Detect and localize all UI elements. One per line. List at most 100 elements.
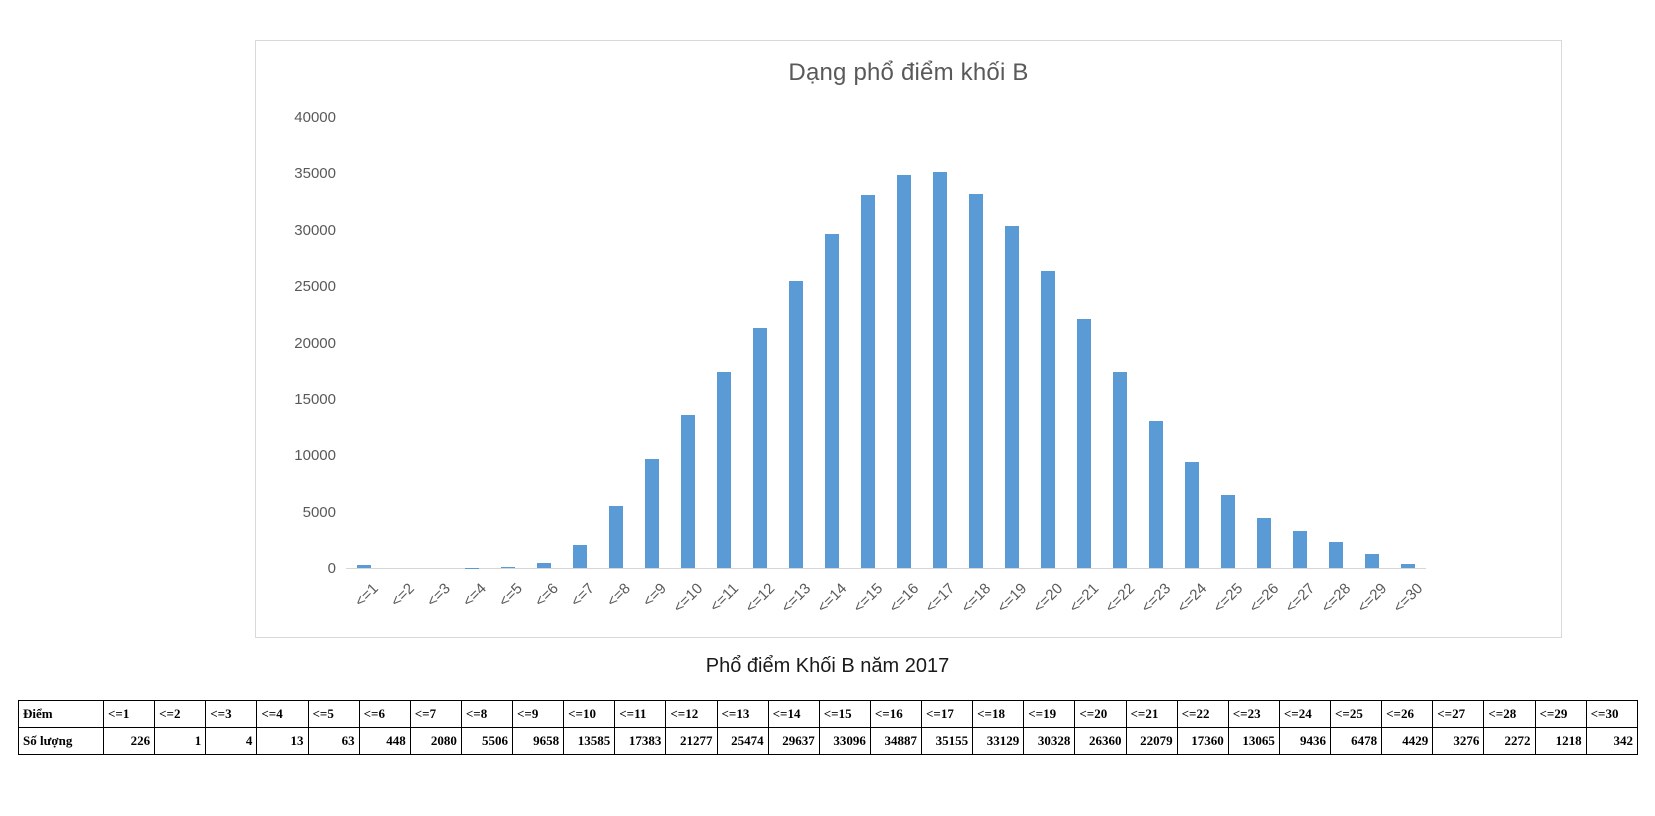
table-cell-score: <=26	[1381, 700, 1434, 728]
table-cell-score: <=14	[767, 700, 820, 728]
x-axis-label: <=9	[639, 580, 671, 611]
bar	[717, 372, 731, 568]
table-cell-count: 34887	[869, 727, 923, 755]
table-cell-score: <=2	[154, 700, 207, 728]
x-axis-label: <=19	[993, 580, 1031, 617]
y-axis-tick-label: 20000	[294, 334, 336, 352]
table-cell-count: 9436	[1278, 727, 1332, 755]
table-cell-count: 5506	[460, 727, 514, 755]
table-cell-score: <=19	[1023, 700, 1076, 728]
x-axis-label: <=14	[813, 580, 851, 617]
bar	[537, 562, 551, 568]
table-cell-score: <=24	[1278, 700, 1332, 728]
table-cell-score: <=22	[1176, 700, 1229, 728]
table-cell-count: 448	[358, 727, 411, 755]
bar	[1149, 420, 1163, 568]
chart-caption: Phổ điểm Khối B năm 2017	[705, 655, 950, 677]
table-cell-score: <=29	[1534, 700, 1587, 728]
table-cell-score: <=25	[1329, 700, 1383, 728]
table-cell-score: <=3	[205, 700, 258, 728]
table-cell-score: <=4	[256, 700, 309, 728]
table-cell-score: <=30	[1585, 700, 1639, 728]
table-cell-score: <=13	[716, 700, 769, 728]
x-axis-label: <=6	[531, 580, 563, 611]
bar	[645, 459, 659, 568]
table-cell-score: <=18	[972, 700, 1025, 728]
x-axis-label: <=25	[1209, 580, 1247, 617]
bar	[1365, 554, 1379, 568]
table-cell-count: 1	[154, 727, 207, 755]
bar	[681, 414, 695, 568]
chart-area: Dạng phổ điểm khối B 0 5000 10000 15000 2000…	[255, 40, 1562, 638]
y-axis-tick-label: 30000	[294, 221, 336, 239]
table-cell-count: 2080	[409, 727, 462, 755]
table-cell-score: <=1	[102, 700, 156, 728]
bar	[1077, 319, 1091, 568]
table-cell-score: <=9	[511, 700, 565, 728]
bar	[1221, 494, 1235, 568]
table-cell-score: <=7	[409, 700, 462, 728]
bar	[969, 194, 983, 568]
table-row-counts: Số lượng 226 1 4 13 63 448 2080 5506 9658 13585 173…	[18, 727, 1639, 755]
x-axis-label: <=13	[777, 580, 815, 617]
table-cell-score: <=8	[460, 700, 514, 728]
table-cell-count: 33129	[972, 727, 1025, 755]
x-axis-label: <=12	[741, 580, 779, 617]
table-cell-count: 29637	[767, 727, 820, 755]
x-axis-label: <=23	[1137, 580, 1175, 617]
y-axis-tick-label: 10000	[294, 447, 336, 465]
table-cell-count: 4	[205, 727, 258, 755]
x-axis-label: <=3	[423, 580, 455, 611]
x-axis-label: <=8	[603, 580, 635, 611]
table-cell-score: <=12	[665, 700, 718, 728]
table-cell-count: 6478	[1329, 727, 1383, 755]
table-cell-count: 17360	[1176, 727, 1229, 755]
table-cell-count: 63	[307, 727, 360, 755]
bar	[501, 567, 515, 568]
data-table: Điểm <=1 <=2 <=3 <=4 <=5 <=6 <=7 <=8 <=9 <=10 <=11 <…	[18, 700, 1639, 755]
bar	[357, 565, 371, 568]
bar	[897, 174, 911, 568]
x-axis-label: <=10	[669, 580, 707, 617]
table-cell-score: <=28	[1483, 700, 1536, 728]
table-cell-count: 9658	[511, 727, 565, 755]
table-cell-count: 30328	[1023, 727, 1076, 755]
y-axis-tick-label: 40000	[294, 109, 336, 126]
x-axis-label: <=17	[921, 580, 959, 617]
bar	[609, 505, 623, 568]
bar	[1113, 372, 1127, 568]
x-axis-label: <=29	[1353, 580, 1391, 617]
x-axis-label: <=18	[957, 580, 995, 617]
table-cell-score: <=17	[920, 700, 974, 728]
bar	[789, 280, 803, 568]
table-cell-count: 33096	[818, 727, 871, 755]
table-cell-count: 35155	[920, 727, 974, 755]
bar	[1257, 518, 1271, 568]
table-cell-score: <=23	[1227, 700, 1280, 728]
table-row-header-count: Số lượng	[18, 727, 104, 755]
bar	[1401, 564, 1415, 568]
x-axis-label: <=24	[1173, 580, 1211, 617]
bar	[1329, 542, 1343, 568]
x-axis-label: <=16	[885, 580, 923, 617]
x-axis-label: <=22	[1101, 580, 1139, 617]
bar	[753, 328, 767, 568]
x-axis-label: <=15	[849, 580, 887, 617]
bar	[825, 233, 839, 568]
bar	[861, 194, 875, 568]
table-cell-count: 13	[256, 727, 309, 755]
table-cell-count: 13065	[1227, 727, 1280, 755]
table-cell-count: 3276	[1432, 727, 1485, 755]
table-cell-count: 4429	[1381, 727, 1434, 755]
x-axis-label: <=7	[567, 580, 599, 611]
y-axis-tick-label: 25000	[294, 278, 336, 296]
table-cell-count: 26360	[1074, 727, 1127, 755]
table-cell-score: <=27	[1432, 700, 1485, 728]
y-axis-tick-label: 35000	[294, 165, 336, 183]
bar	[1005, 226, 1019, 568]
chart-title: Dạng phổ điểm khối B	[788, 59, 1029, 86]
table-cell-count: 25474	[716, 727, 769, 755]
table-cell-score: <=5	[307, 700, 360, 728]
table-cell-count: 22079	[1125, 727, 1178, 755]
